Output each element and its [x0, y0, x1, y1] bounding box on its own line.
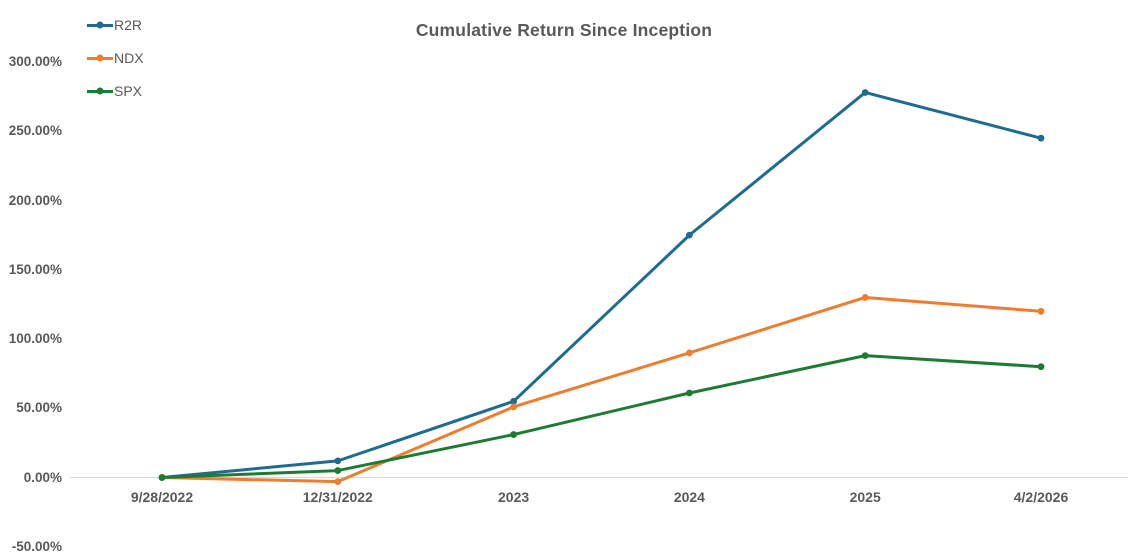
- series-line-spx: [160, 354, 1043, 479]
- series-line-r2r: [160, 90, 1043, 479]
- r2r-marker-icon: [96, 21, 104, 29]
- r2r-line-swatch-icon: [87, 21, 113, 29]
- ndx-line-swatch-icon: [87, 54, 113, 62]
- data-point-spx-3: [686, 389, 693, 397]
- legend-item-spx: SPX: [87, 82, 144, 100]
- data-point-r2r-5: [1037, 134, 1045, 142]
- data-point-r2r-2: [510, 397, 517, 405]
- data-point-ndx-1: [334, 478, 342, 486]
- data-point-ndx-3: [686, 349, 693, 357]
- legend-item-ndx: NDX: [87, 49, 144, 67]
- ndx-marker-icon: [96, 54, 104, 62]
- data-point-ndx-4: [861, 294, 869, 301]
- data-point-spx-5: [1037, 363, 1045, 371]
- chart-legend: R2R NDX SPX: [87, 16, 144, 115]
- data-point-r2r-3: [686, 231, 693, 239]
- chart-title: Cumulative Return Since Inception: [415, 20, 713, 40]
- data-point-r2r-4: [861, 89, 869, 96]
- data-point-r2r-1: [334, 457, 342, 465]
- data-point-spx-2: [510, 431, 517, 438]
- data-point-spx-0: [158, 474, 166, 481]
- spx-marker-icon: [96, 87, 104, 95]
- data-point-ndx-2: [510, 403, 517, 411]
- data-point-spx-1: [334, 467, 342, 474]
- legend-item-r2r: R2R: [87, 16, 144, 34]
- legend-label-spx: SPX: [114, 83, 143, 99]
- legend-label-r2r: R2R: [114, 17, 143, 33]
- spx-line-swatch-icon: [87, 87, 113, 95]
- series-line-ndx: [160, 295, 1043, 484]
- legend-label-ndx: NDX: [114, 50, 144, 66]
- data-point-spx-4: [861, 352, 869, 360]
- data-point-ndx-5: [1037, 307, 1045, 315]
